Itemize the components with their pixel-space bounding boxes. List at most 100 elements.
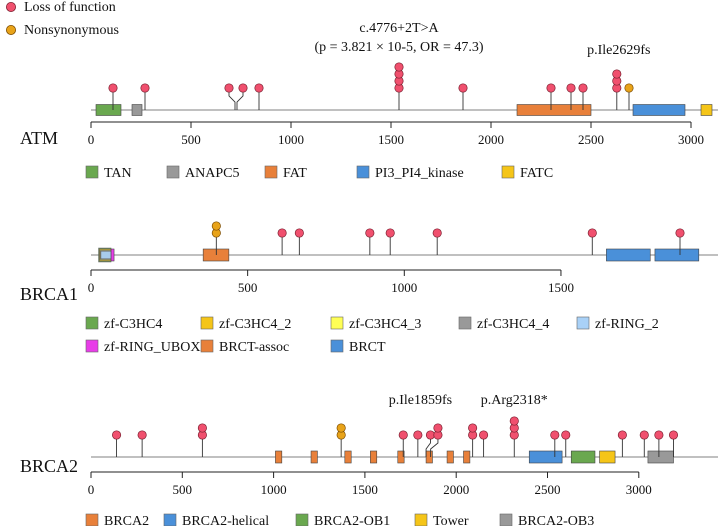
- legend-label-brca2: BRCA2: [104, 514, 149, 526]
- nonsynonymous-dot: [211, 221, 221, 231]
- legend-loss-marker: [6, 2, 16, 12]
- domain-brca2-helical: [528, 450, 563, 464]
- x-tick-label-brca2: 3000: [626, 482, 652, 497]
- x-tick-label-atm: 500: [181, 132, 201, 147]
- legend-label-tan: TAN: [104, 166, 132, 181]
- x-tick-label-brca2: 2500: [535, 482, 561, 497]
- legend-swatch-tan: [85, 165, 99, 179]
- x-tick-label-atm: 2500: [578, 132, 604, 147]
- legend-label-brca2-helical: BRCA2-helical: [182, 514, 269, 526]
- legend-label-zf-c3hc4: zf-C3HC4: [104, 317, 162, 332]
- nonsynonymous-dot: [336, 423, 346, 433]
- legend-label-zf-ring_2: zf-RING_2: [595, 317, 659, 332]
- legend-swatch-zf-c3hc4_2: [200, 316, 214, 330]
- x-tick-label-brca2: 1000: [261, 482, 287, 497]
- loss-of-function-dot: [578, 83, 588, 93]
- loss-of-function-dot: [550, 430, 560, 440]
- legend-nonsyn-marker: [6, 24, 16, 35]
- domain-pi3_pi4_kinase: [632, 104, 686, 116]
- legend-swatch-zf-c3hc4_3: [330, 316, 344, 330]
- domain-zf-ring_2: [100, 250, 112, 260]
- annotation-atm-1: p.Ile2629fs: [587, 43, 650, 58]
- domain-brca2: [370, 450, 378, 464]
- domain-brct: [654, 248, 700, 262]
- loss-of-function-dot: [432, 228, 442, 238]
- domain-zf-ring_ubox: [110, 248, 115, 262]
- legend-label-pi3_pi4_kinase: PI3_PI4_kinase: [375, 166, 464, 181]
- domain-brct: [606, 248, 651, 262]
- legend-swatch-fatc: [501, 165, 515, 179]
- legend-label-zf-ring_ubox: zf-RING_UBOX: [104, 340, 200, 355]
- legend-swatch-zf-ring_2: [576, 316, 590, 330]
- legend-label-fat: FAT: [283, 166, 307, 181]
- loss-of-function-dot: [654, 430, 664, 440]
- domain-brca2: [275, 450, 283, 464]
- loss-of-function-dot: [108, 83, 118, 93]
- loss-of-function-dot: [238, 83, 248, 93]
- domain-brca2: [397, 450, 405, 464]
- legend-label-zf-c3hc4_3: zf-C3HC4_3: [349, 317, 421, 332]
- loss-of-function-dot: [224, 83, 234, 93]
- loss-of-function-dot: [385, 228, 395, 238]
- x-tick-label-atm: 0: [88, 132, 95, 147]
- domain-brca2-ob3: [647, 450, 674, 464]
- domain-brca2: [344, 450, 352, 464]
- loss-of-function-dot: [277, 228, 287, 238]
- loss-of-function-dot: [561, 430, 571, 440]
- loss-of-function-dot: [479, 430, 489, 440]
- x-tick-label-brca2: 0: [88, 482, 95, 497]
- domain-brca2-ob1: [570, 450, 596, 464]
- legend-swatch-brca2-ob1: [295, 513, 309, 526]
- x-tick-label-brca2: 1500: [352, 482, 378, 497]
- domain-brca2: [463, 450, 471, 464]
- legend-label-zf-c3hc4_4: zf-C3HC4_4: [477, 317, 549, 332]
- loss-of-function-dot: [668, 430, 679, 440]
- loss-of-function-dot: [617, 430, 627, 440]
- domain-brca2: [446, 450, 454, 464]
- gene-name-brca1: BRCA1: [20, 284, 78, 304]
- domain-brca2: [310, 450, 318, 464]
- domain-brca2: [425, 450, 433, 464]
- loss-of-function-dot: [398, 430, 408, 440]
- legend-label-zf-c3hc4_2: zf-C3HC4_2: [219, 317, 291, 332]
- legend-label-tower: Tower: [433, 514, 469, 526]
- gene-panel-brca2: BRCA2 0 500 1000 1500 2000 2500 3000 p.Ile1859fs…: [20, 393, 718, 526]
- annotation-brca2-0: p.Ile1859fs: [389, 393, 452, 408]
- x-tick-label-brca1: 500: [238, 280, 258, 295]
- loss-of-function-dot: [365, 228, 375, 238]
- legend-swatch-brca2-ob3: [499, 513, 513, 526]
- loss-of-function-dot: [587, 228, 597, 238]
- x-tick-label-brca1: 1500: [548, 280, 574, 295]
- legend-swatch-zf-c3hc4: [85, 316, 99, 330]
- legend-label-brca2-ob1: BRCA2-OB1: [314, 514, 390, 526]
- loss-of-function-dot: [413, 430, 423, 440]
- gene-name-brca2: BRCA2: [20, 456, 78, 476]
- legend-swatch-brca2: [85, 513, 99, 526]
- legend-swatch-fat: [264, 165, 278, 179]
- loss-of-function-dot: [612, 69, 622, 79]
- domain-fatc: [700, 104, 713, 116]
- legend-swatch-tower: [414, 513, 428, 526]
- x-tick-label-atm: 1000: [278, 132, 304, 147]
- loss-of-function-dot: [197, 423, 207, 433]
- x-tick-label-brca1: 0: [88, 280, 95, 295]
- loss-of-function-dot: [566, 83, 576, 93]
- domain-fat: [516, 104, 592, 116]
- legend-label-fatc: FATC: [520, 166, 553, 181]
- legend-loss-label: Loss of function: [24, 0, 116, 15]
- loss-of-function-dot: [112, 430, 122, 440]
- x-tick-label-brca2: 2000: [443, 482, 469, 497]
- loss-of-function-dot: [458, 83, 468, 93]
- loss-of-function-dot: [140, 83, 150, 93]
- x-tick-label-atm: 2000: [478, 132, 504, 147]
- x-tick-label-brca2: 500: [173, 482, 193, 497]
- loss-of-function-dot: [546, 83, 556, 93]
- loss-of-function-dot: [433, 423, 443, 433]
- gene-panel-brca1: BRCA1 0 500 1000 1500 zf-C3HC4 zf-C3HC4_2 zf-C3…: [20, 221, 718, 355]
- loss-of-function-dot: [137, 430, 147, 440]
- legend-swatch-brca2-helical: [163, 513, 177, 526]
- domain-tan: [95, 104, 122, 116]
- legend-swatch-zf-ring_ubox: [85, 339, 99, 353]
- genes-layer: ATM 0 500 1000 1500 2000 2500 3000 c.4776+2T>A (p…: [20, 21, 718, 526]
